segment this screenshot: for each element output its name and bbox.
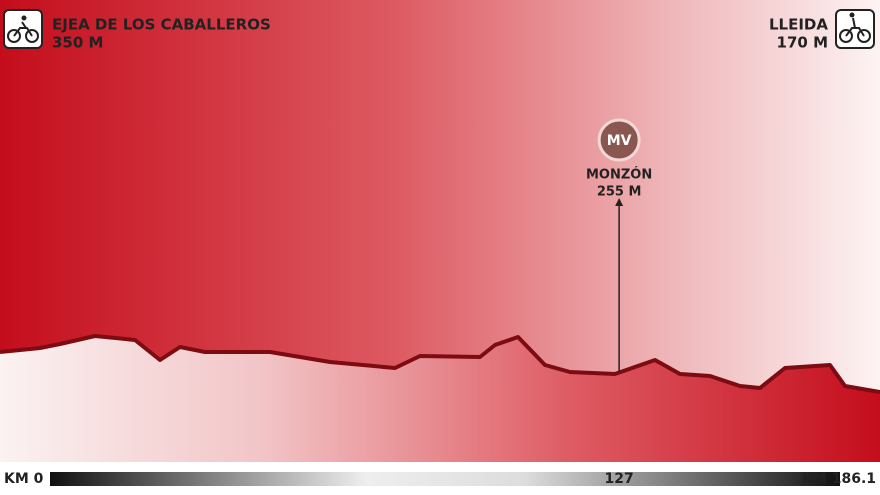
- profile-area: [0, 336, 880, 462]
- finish-name: LLEIDA: [769, 16, 828, 34]
- sprint-altitude: 255 M: [597, 185, 642, 200]
- km-end: KM 186.1: [802, 471, 876, 487]
- sprint-arrowhead: [615, 198, 624, 206]
- sprint-badge-label: MV: [607, 133, 632, 149]
- finish-icon: [835, 9, 875, 49]
- sprint-name: MONZÓN: [586, 167, 652, 183]
- start-icon: [3, 9, 43, 49]
- start-name: EJEA DE LOS CABALLEROS: [52, 16, 271, 34]
- sprint-badge: [597, 118, 641, 162]
- finish-altitude: 170 M: [777, 34, 828, 52]
- profile-line: [0, 334, 880, 394]
- sprint-km: 127: [605, 471, 634, 487]
- start-altitude: 350 M: [52, 34, 103, 52]
- distance-bar: [50, 472, 840, 486]
- km-start: KM 0: [4, 471, 44, 487]
- sprint-marker: MV MONZÓN 255 M 127: [586, 118, 652, 487]
